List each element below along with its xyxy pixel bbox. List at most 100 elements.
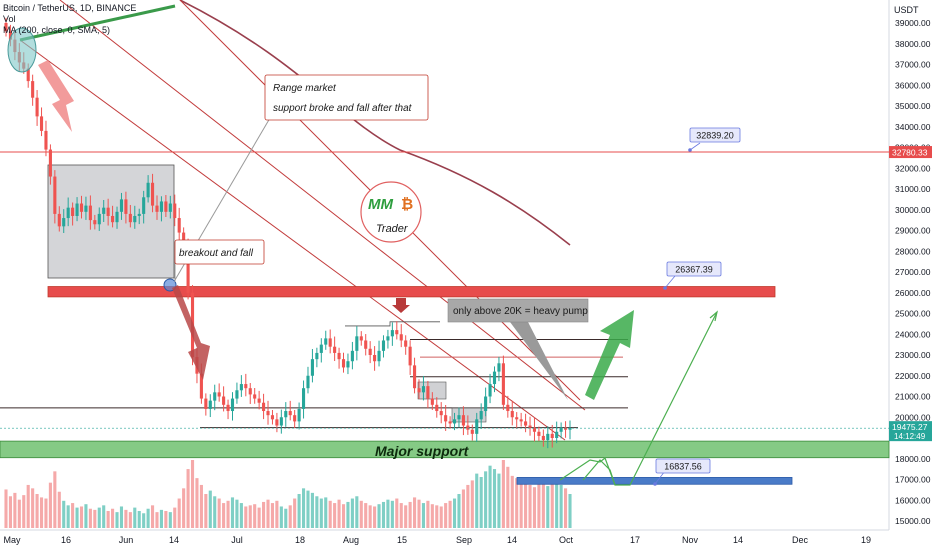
logo-letters: MM — [368, 196, 393, 213]
candle-body — [413, 365, 417, 389]
range-market-title: Range market — [273, 83, 337, 94]
volume-bar — [390, 500, 394, 528]
candle-body — [341, 359, 346, 368]
projection-wave — [582, 459, 616, 486]
candle-body — [230, 398, 235, 412]
candle-body — [470, 429, 474, 434]
volume-bar — [168, 512, 172, 528]
volume-bar — [248, 505, 252, 528]
price-tick-label: 17000.00 — [895, 475, 931, 485]
volume-bar — [190, 460, 195, 528]
price-bubble-text: 26367.39 — [675, 265, 713, 275]
volume-bar — [426, 500, 430, 528]
candle-body — [137, 213, 141, 216]
price-tick-label: 39000.00 — [895, 18, 931, 28]
candle-body — [306, 375, 310, 389]
volume-bar — [546, 486, 550, 528]
candle-body — [359, 336, 363, 341]
candle-body — [115, 211, 119, 223]
volume-bar — [559, 484, 563, 528]
time-tick-label: Dec — [792, 535, 809, 545]
candle-body — [297, 408, 301, 422]
time-tick-label: Nov — [682, 535, 699, 545]
candle-body — [461, 415, 465, 426]
candle-body — [355, 336, 359, 351]
candle-body — [31, 81, 35, 98]
candle-body — [222, 396, 226, 405]
time-tick-label: 15 — [397, 535, 407, 545]
volume-legend: Vol — [3, 14, 16, 24]
volume-bar — [297, 494, 301, 528]
volume-bar — [333, 503, 337, 528]
candle-body — [497, 363, 501, 372]
volume-bar — [222, 503, 226, 528]
candle-body — [337, 352, 341, 360]
candle-body — [421, 386, 426, 393]
volume-bar — [35, 494, 39, 528]
candle-body — [35, 97, 39, 117]
volume-bar — [301, 488, 306, 528]
volume-bar — [66, 505, 70, 528]
volume-bar — [532, 487, 537, 528]
volume-bar — [377, 504, 381, 528]
callout-box — [174, 239, 265, 265]
price-bubble — [655, 458, 711, 474]
time-tick-label: 14 — [733, 535, 743, 545]
candle-body — [510, 411, 514, 418]
price-axis: USDT 39000.00 38000.00 37000.00 36000.00 3500… — [889, 5, 932, 526]
volume-bar — [315, 496, 319, 528]
volume-bar — [217, 498, 221, 528]
candle-body — [506, 404, 510, 412]
volume-bar — [111, 508, 115, 528]
volume-bar — [310, 492, 314, 528]
support-zone — [0, 440, 890, 459]
candle-body — [310, 359, 314, 376]
price-tick-label: 29000.00 — [895, 226, 931, 236]
candle-body — [39, 116, 44, 131]
candle-body — [75, 203, 79, 216]
candle-body — [466, 425, 470, 430]
candle-body — [226, 404, 230, 412]
volume-bar — [439, 506, 443, 528]
candle-body — [257, 398, 261, 403]
candle-body — [492, 371, 497, 385]
callout-box — [264, 74, 429, 121]
symbol-title[interactable]: Bitcoin / TetherUS, 1D, BINANCE — [3, 3, 137, 13]
volume-bar — [319, 498, 323, 528]
current-level-badge — [889, 146, 932, 159]
volume-bar — [266, 499, 270, 528]
candle-body — [532, 427, 537, 432]
volume-bar — [506, 466, 510, 528]
price-tick-label: 36000.00 — [895, 80, 931, 90]
trendline-green-top — [19, 4, 176, 42]
candle-body — [124, 199, 128, 214]
price-tick-label: 24000.00 — [895, 329, 931, 339]
volume-bar — [53, 471, 57, 528]
candle-body — [537, 431, 541, 436]
candle-body — [452, 419, 457, 424]
candle-body — [239, 384, 243, 391]
volume-bar — [461, 489, 465, 528]
candle-body — [555, 431, 559, 438]
label-pointer-dot — [653, 482, 657, 486]
volume-bar — [488, 465, 492, 528]
volume-bar — [186, 469, 190, 528]
candle-body — [53, 176, 57, 214]
label-pointer — [664, 275, 676, 289]
callout-box — [447, 298, 589, 323]
volume-bar — [146, 508, 150, 528]
down-arrow-pink — [38, 60, 74, 132]
candle-body — [262, 402, 266, 412]
level-step-line — [345, 321, 440, 327]
candle-body — [319, 344, 323, 353]
candle-body — [426, 386, 430, 399]
candle-body — [8, 31, 12, 40]
volume-bar — [475, 473, 479, 528]
candle-body — [390, 330, 394, 337]
volume-bar — [528, 484, 532, 528]
small-down-arrow — [392, 298, 410, 313]
volume-bar — [239, 503, 243, 528]
candle-body — [266, 411, 270, 416]
